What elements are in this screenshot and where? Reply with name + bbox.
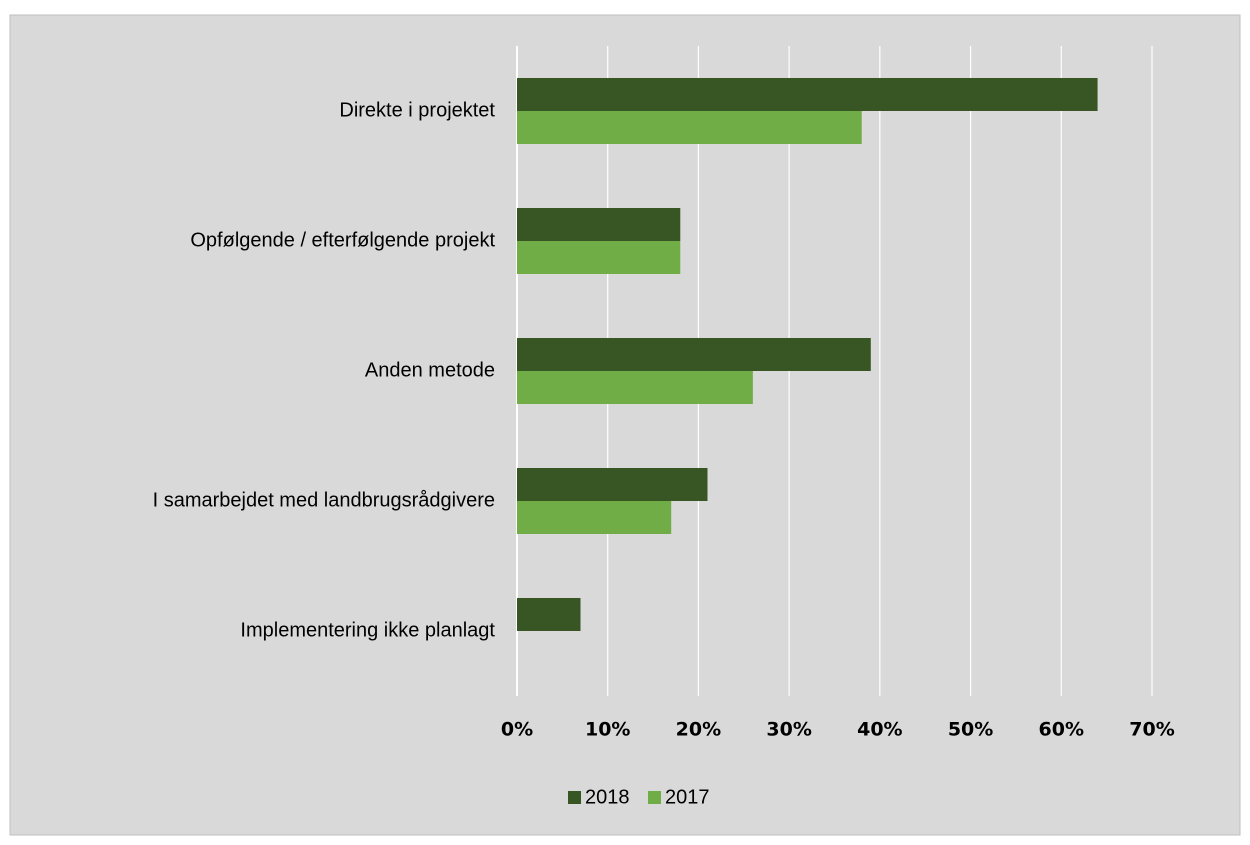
chart-background	[9, 14, 1241, 836]
y-tick-label: I samarbejdet med landbrugsrådgivere	[153, 489, 495, 511]
bar	[517, 468, 708, 501]
y-tick-label: Implementering ikke planlagt	[240, 619, 495, 641]
bar	[517, 598, 581, 631]
y-tick-label: Direkte i projektet	[339, 99, 495, 121]
x-tick-label: 10%	[585, 719, 630, 741]
legend-swatch	[648, 791, 661, 804]
x-tick-label: 50%	[948, 719, 993, 741]
x-tick-label: 70%	[1129, 719, 1174, 741]
bar	[517, 371, 753, 404]
legend-label: 2017	[665, 786, 710, 808]
legend-label: 2018	[585, 786, 630, 808]
bar	[517, 111, 862, 144]
x-tick-label: 0%	[501, 719, 533, 741]
bar	[517, 78, 1098, 111]
y-tick-label: Opfølgende / efterfølgende projekt	[190, 229, 495, 251]
x-tick-label: 20%	[676, 719, 721, 741]
bar	[517, 208, 681, 241]
bar	[517, 241, 681, 274]
bar	[517, 338, 871, 371]
x-tick-label: 40%	[857, 719, 902, 741]
legend-swatch	[568, 791, 581, 804]
y-tick-label: Anden metode	[365, 359, 495, 381]
x-tick-label: 30%	[766, 719, 811, 741]
bar	[517, 501, 672, 534]
x-tick-label: 60%	[1039, 719, 1084, 741]
